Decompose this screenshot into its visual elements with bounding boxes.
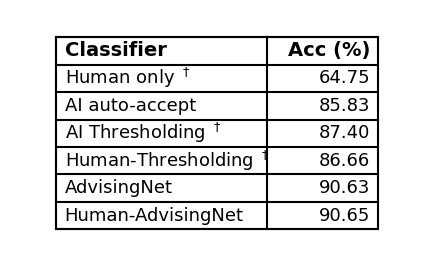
Text: AI Thresholding $^\dagger$: AI Thresholding $^\dagger$	[64, 121, 221, 145]
Text: AI auto-accept: AI auto-accept	[64, 97, 196, 115]
Text: 90.63: 90.63	[319, 179, 370, 197]
Text: 90.65: 90.65	[319, 207, 370, 225]
Text: Classifier: Classifier	[64, 41, 166, 60]
Text: AdvisingNet: AdvisingNet	[64, 179, 173, 197]
Text: Human-Thresholding $^\dagger$: Human-Thresholding $^\dagger$	[64, 149, 269, 173]
Text: 86.66: 86.66	[319, 152, 370, 170]
Text: Human only $^\dagger$: Human only $^\dagger$	[64, 66, 190, 90]
Text: 85.83: 85.83	[318, 97, 370, 115]
Text: Human-AdvisingNet: Human-AdvisingNet	[64, 207, 243, 225]
Text: 64.75: 64.75	[318, 69, 370, 87]
Text: Acc (%): Acc (%)	[288, 41, 370, 60]
Text: 87.40: 87.40	[319, 124, 370, 142]
